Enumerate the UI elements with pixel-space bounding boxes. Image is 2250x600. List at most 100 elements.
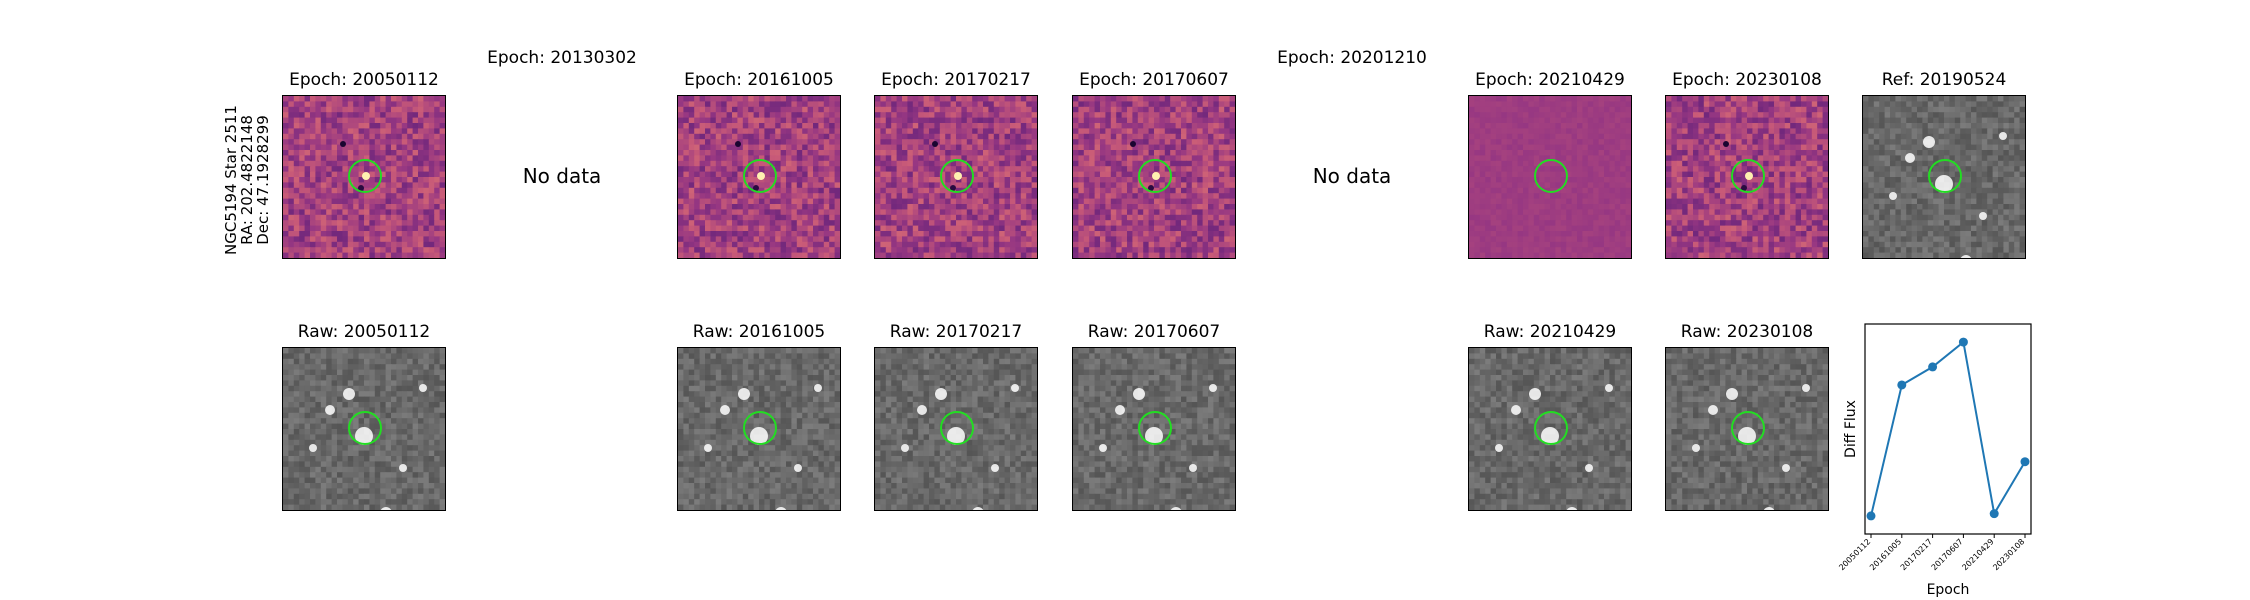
panel-title-bottom-4: Raw: 20210429: [1483, 322, 1617, 342]
residual-blob: [757, 172, 765, 180]
aperture-circle: [1731, 411, 1765, 445]
star-blob: [794, 464, 802, 472]
raw-panel-20170217: [874, 347, 1038, 511]
star-blob: [1566, 507, 1578, 510]
star-blob: [1511, 405, 1521, 415]
star-blob: [1889, 192, 1897, 200]
residual-blob: [954, 172, 962, 180]
residual-blob: [358, 185, 364, 191]
panel-title-top-0: Epoch: 20050112: [289, 70, 439, 90]
x-tick-label: 20050112: [1837, 537, 1872, 572]
star-blob: [901, 444, 909, 452]
star-blob: [814, 384, 822, 392]
star-blob: [1979, 212, 1987, 220]
star-blob: [309, 444, 317, 452]
diff-panel-20170607: [1072, 95, 1236, 259]
raw-panel-20210429: [1468, 347, 1632, 511]
aperture-circle: [348, 159, 382, 193]
star-blob: [1763, 507, 1775, 510]
star-blob: [1726, 388, 1738, 400]
star-blob: [1960, 255, 1972, 258]
residual-blob: [932, 141, 938, 147]
star-blob: [1170, 507, 1182, 510]
aperture-circle: [940, 159, 974, 193]
residual-blob: [1148, 185, 1154, 191]
panel-image: [283, 348, 445, 510]
aperture-circle: [1138, 159, 1172, 193]
panel-image: [678, 348, 840, 510]
series-line: [1870, 340, 2026, 517]
star-blob: [399, 464, 407, 472]
star-blob: [972, 507, 984, 510]
aperture-circle: [348, 411, 382, 445]
star-blob: [1585, 464, 1593, 472]
residual-blob: [950, 185, 956, 191]
plot-frame: [1864, 323, 2032, 535]
star-blob: [1145, 427, 1163, 445]
diff-panel-20050112: [282, 95, 446, 259]
panel-title-top-4: Epoch: 20170607: [1079, 70, 1229, 90]
panel-title-bottom-1: Raw: 20161005: [692, 322, 826, 342]
no-data-20130302: No data: [522, 164, 602, 188]
panel-title-bottom-0: Raw: 20050112: [297, 322, 431, 342]
star-ra: RA: 202.4822148: [238, 115, 256, 245]
ref-panel-20190524: [1862, 95, 2026, 259]
star-blob: [750, 427, 768, 445]
star-blob: [775, 507, 787, 510]
star-dec: Dec: 47.1928299: [254, 115, 272, 245]
diff-panel-20230108: [1665, 95, 1829, 259]
star-blob: [1115, 405, 1125, 415]
residual-blob: [362, 172, 370, 180]
aperture-circle: [1138, 411, 1172, 445]
star-blob: [1782, 464, 1790, 472]
x-tick-label: 20210429: [1960, 537, 1995, 572]
star-blob: [935, 388, 947, 400]
star-blob: [704, 444, 712, 452]
residual-blob: [753, 185, 759, 191]
raw-panel-20230108: [1665, 347, 1829, 511]
x-tick-label: 20170607: [1930, 537, 1965, 572]
residual-blob: [1723, 141, 1729, 147]
star-blob: [738, 388, 750, 400]
star-blob: [1011, 384, 1019, 392]
data-point: [1928, 362, 1938, 372]
star-blob: [1189, 464, 1197, 472]
star-blob: [720, 405, 730, 415]
star-blob: [917, 405, 927, 415]
aperture-circle: [1731, 159, 1765, 193]
raw-panel-20170607: [1072, 347, 1236, 511]
panel-image: [1863, 96, 2025, 258]
star-blob: [355, 427, 373, 445]
aperture-circle: [743, 159, 777, 193]
star-blob: [1692, 444, 1700, 452]
star-name: NGC5194 Star 2511: [222, 105, 240, 255]
panel-image: [678, 96, 840, 258]
star-blob: [419, 384, 427, 392]
star-blob: [1802, 384, 1810, 392]
panel-title-top-1: Epoch: 20130302: [487, 48, 637, 68]
panel-image: [875, 96, 1037, 258]
star-blob: [1529, 388, 1541, 400]
x-tick-label: 20170217: [1899, 537, 1934, 572]
star-blob: [1923, 136, 1935, 148]
x-axis-label: Epoch: [1927, 582, 1970, 598]
panel-title-top-3: Epoch: 20170217: [881, 70, 1031, 90]
aperture-circle: [1534, 411, 1568, 445]
diff-panel-20170217: [874, 95, 1038, 259]
panel-title-top-5: Epoch: 20201210: [1277, 48, 1427, 68]
aperture-circle: [743, 411, 777, 445]
star-blob: [947, 427, 965, 445]
residual-blob: [1741, 185, 1747, 191]
star-blob: [1935, 175, 1953, 193]
data-point: [1897, 380, 1907, 390]
star-blob: [343, 388, 355, 400]
no-data-20201210: No data: [1312, 164, 1392, 188]
aperture-circle: [1928, 159, 1962, 193]
panel-image: [1666, 348, 1828, 510]
y-axis-label: Diff Flux: [1843, 400, 1859, 458]
panel-image: [283, 96, 445, 258]
star-blob: [1495, 444, 1503, 452]
aperture-circle: [940, 411, 974, 445]
panel-title-top-8: Ref: 20190524: [1881, 70, 2007, 90]
star-blob: [380, 507, 392, 510]
